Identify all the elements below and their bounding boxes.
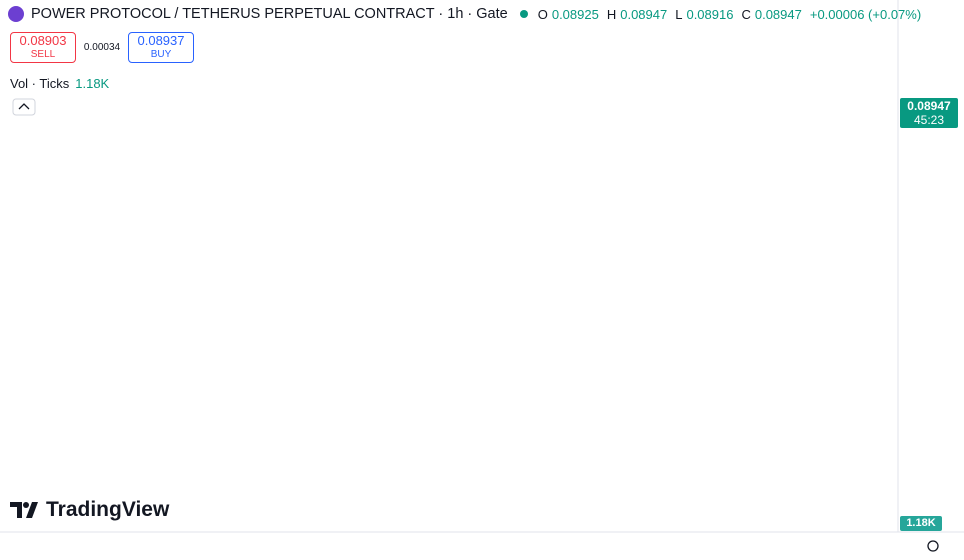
legend-close: 0.08947 <box>754 6 802 22</box>
ohlc-legend: O 0.08925 H 0.08947 L 0.08916 C 0.08947 +0.0… <box>538 7 925 22</box>
last-price: 0.08947 <box>907 99 951 114</box>
collapse-arrow <box>18 103 30 110</box>
collapse-button[interactable] <box>12 98 36 116</box>
symbol-icon <box>8 6 24 22</box>
trade-panel: 0.08903 SELL 0.00034 0.08937 BUY <box>10 32 194 63</box>
sell-label: SELL <box>30 49 56 60</box>
settings-icon[interactable] <box>927 540 939 552</box>
buy-button[interactable]: 0.08937 BUY <box>128 32 194 63</box>
symbol-title: POWER PROTOCOL / TETHERUS PERPETUAL CONT… <box>31 6 508 22</box>
logo-text: TradingView <box>46 498 170 521</box>
buy-price: 0.08937 <box>137 33 185 48</box>
legend-key: L <box>675 6 683 22</box>
sell-button[interactable]: 0.08903 SELL <box>10 32 76 63</box>
legend-high: 0.08947 <box>620 6 668 22</box>
countdown: 45:23 <box>913 113 945 128</box>
last-volume-label: 1.18K <box>900 516 942 531</box>
legend-open: 0.08925 <box>551 6 599 22</box>
legend-change: +0.00006 (+0.07%) <box>809 6 922 22</box>
logo: TradingView <box>10 498 169 522</box>
last-price-label: 0.08947 45:23 <box>900 98 958 129</box>
status-dot <box>519 10 528 18</box>
buy-label: BUY <box>150 49 172 60</box>
header: POWER PROTOCOL / TETHERUS PERPETUAL CONT… <box>8 6 925 22</box>
logo-mark <box>10 502 38 518</box>
legend-key: C <box>741 6 751 22</box>
legend-key: O <box>537 6 548 22</box>
sell-price: 0.08903 <box>19 33 67 48</box>
volume-title: Vol · Ticks <box>10 76 70 91</box>
spread: 0.00034 <box>83 42 121 53</box>
legend-low: 0.08916 <box>686 6 734 22</box>
legend-key: H <box>606 6 617 22</box>
volume-legend: Vol · Ticks 1.18K <box>10 76 109 91</box>
volume-value: 1.18K <box>75 76 110 91</box>
